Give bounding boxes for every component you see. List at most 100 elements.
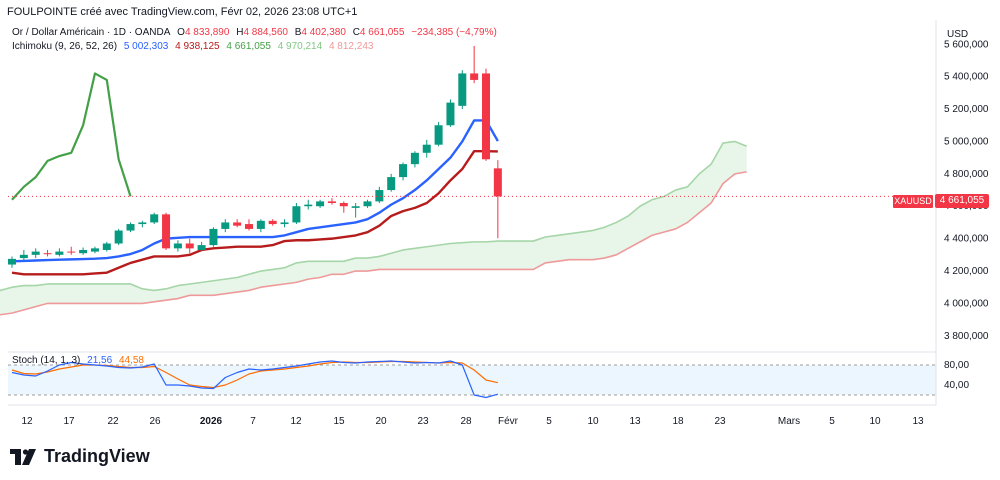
candle-body: [292, 206, 301, 223]
time-tick-label: Févr: [498, 416, 519, 427]
time-tick-label: 5: [829, 416, 835, 427]
ichimoku-cloud: [0, 141, 747, 315]
candle-body: [339, 203, 348, 207]
candle-body: [90, 248, 99, 252]
candle-body: [150, 214, 159, 223]
price-tick-label: 5 400,000: [944, 72, 989, 83]
candle-body: [363, 201, 372, 207]
candle-body: [221, 222, 230, 229]
candle-body: [138, 222, 147, 225]
candle-body: [482, 73, 490, 160]
candle-body: [43, 253, 52, 255]
tradingview-logo-icon: [10, 448, 36, 465]
stoch-k-line: [11, 360, 499, 399]
candle-body: [458, 73, 467, 106]
candle-body: [268, 220, 277, 225]
close-value: 4 661,055: [359, 27, 405, 38]
high-value: 4 884,560: [243, 27, 288, 38]
open-value: 4 833,890: [184, 27, 230, 38]
chikou-span-line: [11, 72, 132, 201]
time-tick-label: 15: [333, 416, 345, 427]
tradingview-logo[interactable]: TradingView: [10, 446, 150, 467]
stoch-k-value: 21,56: [87, 355, 113, 366]
time-tick-label: 5: [546, 416, 552, 427]
currency-label: USD: [947, 29, 969, 40]
price-tick-label: 4 200,000: [944, 266, 989, 277]
candle-body: [446, 102, 455, 126]
change-value: −234,385 (−4,79%): [411, 27, 497, 38]
candle-body: [126, 224, 135, 231]
ichimoku-title[interactable]: Ichimoku (9, 26, 52, 26): [12, 41, 118, 52]
candle-body: [55, 251, 64, 255]
candle-body: [470, 73, 479, 80]
ichimoku-v4: 4 970,214: [277, 41, 323, 52]
symbol-title[interactable]: Or / Dollar Américain · 1D · OANDA: [12, 27, 171, 38]
price-tick-label: 5 600,000: [944, 39, 989, 50]
time-tick-label: 23: [417, 416, 429, 427]
senkou-span-a-line: [0, 140, 748, 292]
candle-body: [209, 228, 218, 246]
stoch-tick-label: 40,00: [944, 380, 969, 391]
time-tick-label: 28: [460, 416, 472, 427]
time-tick-label: 2026: [200, 416, 223, 427]
candle-body: [375, 190, 384, 202]
candle-body: [351, 206, 360, 208]
candle-body: [102, 243, 111, 250]
ichimoku-legend: Ichimoku (9, 26, 52, 26) 5 002,303 4 938…: [12, 41, 377, 52]
ichimoku-v2: 4 938,125: [175, 41, 220, 52]
stoch-legend: Stoch (14, 1, 3) 21,56 44,58: [12, 355, 148, 366]
candle-body: [173, 243, 182, 249]
candle-body: [434, 125, 443, 145]
ichimoku-v5: 4 812,243: [328, 41, 374, 52]
time-tick-label: 10: [869, 416, 881, 427]
header-text: FOULPOINTE créé avec TradingView.com, Fé…: [7, 6, 358, 18]
tenkan-sen-line: [11, 119, 499, 263]
stoch-title[interactable]: Stoch (14, 1, 3): [12, 355, 81, 366]
time-tick-label: 10: [587, 416, 599, 427]
candle-body: [399, 164, 408, 178]
candle-body: [387, 177, 396, 191]
candle-body: [493, 168, 502, 197]
candle-body: [410, 152, 419, 165]
time-tick-label: 22: [107, 416, 119, 427]
candle-body: [233, 222, 242, 226]
price-tick-label: 4 800,000: [944, 169, 989, 180]
candle-body: [197, 245, 206, 250]
stoch-tick-label: 80,00: [944, 360, 969, 371]
price-tick-label: 4 000,000: [944, 298, 989, 309]
time-tick-label: 7: [250, 416, 256, 427]
time-tick-label: 13: [912, 416, 924, 427]
main-legend: Or / Dollar Américain · 1D · OANDA O4 83…: [12, 27, 497, 38]
time-tick-label: Mars: [778, 416, 800, 427]
candle-body: [422, 144, 431, 153]
candle-body: [31, 251, 40, 255]
candle-body: [327, 201, 336, 204]
ichimoku-v1: 5 002,303: [123, 41, 169, 52]
candle-body: [245, 224, 253, 229]
price-tick-label: 5 000,000: [944, 136, 989, 147]
last-price-tag: 4 661,055: [935, 194, 989, 208]
time-tick-label: 23: [714, 416, 726, 427]
candle-body: [8, 258, 16, 265]
price-tick-label: 5 200,000: [944, 104, 989, 115]
brand-name: TradingView: [44, 446, 150, 466]
ichimoku-v3: 4 661,055: [226, 41, 271, 52]
candle-body: [280, 222, 289, 225]
stoch-d-value: 44,58: [118, 355, 144, 366]
time-tick-label: 26: [149, 416, 161, 427]
low-value: 4 402,380: [301, 27, 346, 38]
symbol-tag: XAUUSD: [893, 195, 933, 208]
candle-body: [67, 251, 76, 253]
price-tick-label: 3 800,000: [944, 331, 989, 342]
time-tick-label: 17: [63, 416, 75, 427]
candle-body: [185, 243, 194, 249]
time-tick-label: 12: [290, 416, 302, 427]
kijun-sen-line: [11, 149, 498, 276]
candle-body: [316, 201, 325, 207]
senkou-span-b-line: [0, 171, 747, 316]
candle-body: [79, 249, 88, 254]
candle-body: [256, 220, 265, 229]
candle-body: [162, 214, 171, 249]
candle-body: [114, 230, 123, 244]
